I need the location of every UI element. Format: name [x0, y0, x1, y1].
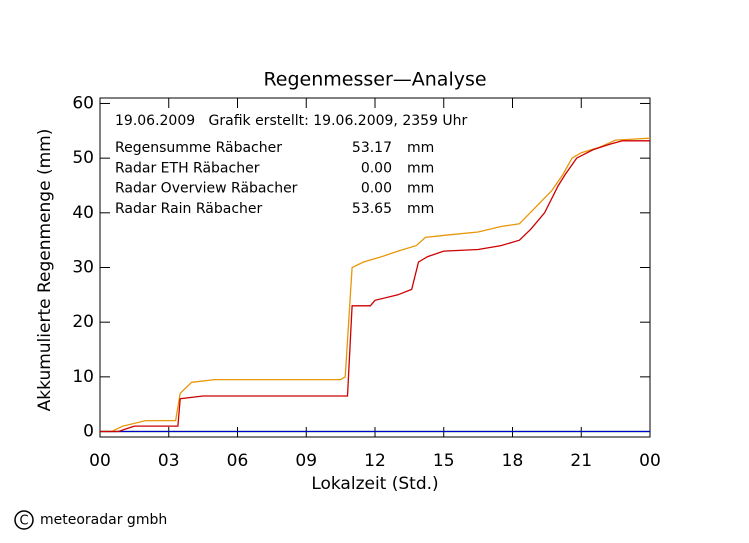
legend-name: Regensumme Räbacher — [115, 140, 282, 156]
x-tick-label: 12 — [364, 451, 386, 471]
y-tick-label: 40 — [72, 203, 94, 223]
x-tick-label: 21 — [570, 451, 592, 471]
copyright-icon — [14, 510, 34, 530]
x-tick-label: 09 — [295, 451, 317, 471]
legend-unit: mm — [407, 181, 434, 197]
y-tick-label: 50 — [72, 148, 94, 168]
y-tick-label: 60 — [72, 93, 94, 113]
legend-name: Radar Rain Räbacher — [115, 201, 263, 217]
chart-title: Regenmesser—Analyse — [263, 69, 486, 91]
legend-unit: mm — [407, 140, 434, 156]
copyright: meteoradar gmbh — [40, 512, 167, 528]
x-tick-label: 03 — [158, 451, 180, 471]
y-tick-label: 20 — [72, 312, 94, 332]
x-tick-label: 06 — [227, 451, 249, 471]
legend-total: 0.00 — [361, 160, 392, 176]
series-line — [100, 140, 650, 433]
legend-total: 0.00 — [361, 181, 392, 197]
y-tick-label: 0 — [83, 422, 94, 442]
legend-name: Radar ETH Räbacher — [115, 160, 260, 176]
info-line: 19.06.2009 Grafik erstellt: 19.06.2009, … — [115, 113, 468, 129]
y-axis-label: Akkumulierte Regenmenge (mm) — [35, 129, 55, 412]
x-axis-label: Lokalzeit (Std.) — [311, 474, 438, 494]
x-tick-label: 15 — [433, 451, 455, 471]
x-tick-label: 18 — [502, 451, 524, 471]
y-tick-label: 10 — [72, 367, 94, 387]
x-tick-label: 00 — [89, 451, 111, 471]
series-line — [100, 137, 651, 433]
legend-total: 53.17 — [352, 140, 392, 156]
legend-name: Radar Overview Räbacher — [115, 181, 298, 197]
legend-unit: mm — [407, 160, 434, 176]
y-tick-label: 30 — [72, 258, 94, 278]
legend-total: 53.65 — [352, 201, 392, 217]
legend-unit: mm — [407, 201, 434, 217]
x-tick-label: 00 — [639, 451, 661, 471]
copyright-c: C — [19, 514, 28, 529]
